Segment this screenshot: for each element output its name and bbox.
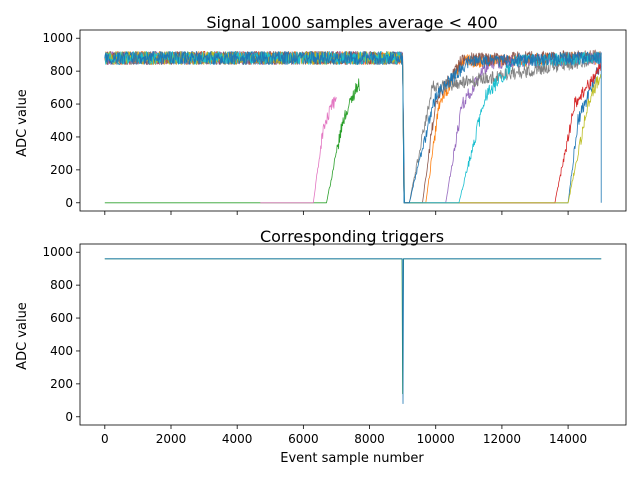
trigger-x-tick-label: 8000 — [354, 432, 385, 446]
trigger-series-group — [104, 258, 602, 404]
signal-axes-frame — [79, 29, 627, 212]
trigger-y-tick-label: 0 — [65, 410, 73, 424]
trigger-subplot: Corresponding triggers ADC value Event s… — [15, 227, 627, 466]
trigger-chart-title: Corresponding triggers — [260, 227, 444, 246]
signal-series-3 — [104, 78, 360, 204]
trigger-x-tick-label: 4000 — [222, 432, 253, 446]
trigger-x-tick-label: 12000 — [483, 432, 521, 446]
signal-axis-ticks: 0 200 400 600 800 1000 — [42, 31, 569, 215]
trigger-series-2 — [104, 258, 602, 404]
signal-plot-area — [104, 49, 602, 204]
signal-y-tick-label: 0 — [65, 196, 73, 210]
trigger-x-tick-label: 6000 — [288, 432, 319, 446]
signal-chart-title: Signal 1000 samples average < 400 — [206, 13, 497, 32]
signal-series-7 — [260, 96, 337, 204]
signal-y-tick-label: 1000 — [42, 31, 73, 45]
trigger-axes-frame — [79, 243, 627, 426]
signal-series-11 — [104, 51, 602, 204]
signal-y-tick-label: 600 — [50, 97, 73, 111]
trigger-plot-area — [104, 258, 602, 404]
trigger-x-tick-label: 2000 — [156, 432, 187, 446]
signal-y-tick-label: 800 — [50, 64, 73, 78]
trigger-y-tick-label: 200 — [50, 377, 73, 391]
trigger-y-tick-label: 600 — [50, 311, 73, 325]
signal-y-tick-label: 200 — [50, 163, 73, 177]
signal-subplot: Signal 1000 samples average < 400 ADC va… — [15, 13, 627, 215]
trigger-x-tick-label: 14000 — [549, 432, 587, 446]
trigger-x-axis-label: Event sample number — [280, 451, 424, 466]
trigger-axis-ticks: 0 2000 4000 6000 8000 10000 12000 14000 0 200 400 6… — [42, 245, 587, 446]
signal-series-group — [104, 49, 602, 204]
signal-y-tick-label: 400 — [50, 130, 73, 144]
trigger-y-axis-label: ADC value — [15, 302, 30, 370]
trigger-x-tick-label: 0 — [101, 432, 109, 446]
trigger-x-tick-label: 10000 — [417, 432, 455, 446]
trigger-y-tick-label: 1000 — [42, 245, 73, 259]
trigger-y-tick-label: 800 — [50, 278, 73, 292]
signal-y-axis-label: ADC value — [15, 89, 30, 157]
trigger-y-tick-label: 400 — [50, 344, 73, 358]
